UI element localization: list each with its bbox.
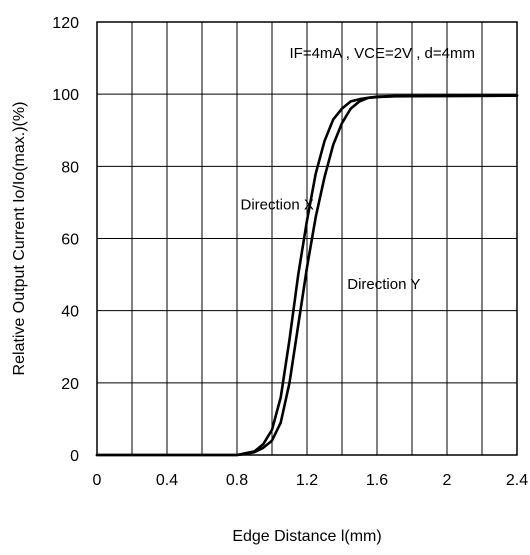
annotation-1: Direction X — [241, 197, 314, 214]
x-tick-label: 1.2 — [296, 472, 318, 489]
y-tick-label: 60 — [61, 232, 79, 249]
y-tick-label: 100 — [52, 87, 79, 104]
x-tick-label: 0.4 — [156, 472, 178, 489]
y-tick-label: 20 — [61, 376, 79, 393]
grid — [97, 22, 517, 455]
annotation-0: IF=4mA , VCE=2V , d=4mm — [290, 45, 476, 62]
x-tick-label: 1.6 — [366, 472, 388, 489]
series-group — [95, 94, 519, 457]
x-axis-label: Edge Distance l(mm) — [232, 528, 381, 545]
series-line-direction-y — [95, 94, 519, 457]
x-tick-labels: 0 0.4 0.8 1.2 1.6 2 2.4 — [93, 472, 529, 489]
y-axis-label: Relative Output Current Io/Io(max.)(%) — [11, 102, 28, 376]
y-tick-labels: 0 20 40 60 80 100 120 — [52, 15, 79, 465]
y-tick-label: 80 — [61, 159, 79, 176]
plot-frame — [96, 21, 518, 456]
y-tick-label: 120 — [52, 15, 79, 32]
annotations: IF=4mA , VCE=2V , d=4mm Direction X Direct… — [241, 45, 476, 293]
x-tick-label: 0 — [93, 472, 102, 489]
x-tick-label: 0.8 — [226, 472, 248, 489]
y-tick-label: 0 — [70, 448, 79, 465]
annotation-2: Direction Y — [347, 276, 420, 293]
y-tick-label: 40 — [61, 304, 79, 321]
x-tick-label: 2.4 — [506, 472, 528, 489]
x-tick-label: 2 — [443, 472, 452, 489]
